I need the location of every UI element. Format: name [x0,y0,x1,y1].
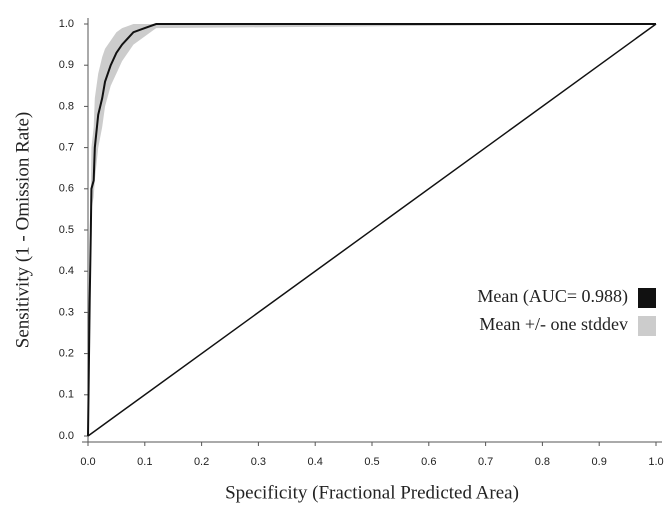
y-tick-label: 0.8 [59,100,74,112]
y-tick-label: 0.5 [59,224,74,236]
x-tick-label: 0.4 [308,456,323,468]
x-tick-label: 0.1 [137,456,152,468]
y-tick-label: 0.6 [59,183,74,195]
reference-line [87,23,657,437]
y-tick-label: 0.1 [59,389,74,401]
legend-swatch [638,288,656,308]
x-tick-label: 0.2 [194,456,209,468]
x-tick-label: 0.6 [421,456,436,468]
y-tick-label: 0.9 [59,59,74,71]
x-tick-label: 1.0 [648,456,663,468]
mean-line [87,23,656,437]
y-tick-label: 1.0 [59,18,74,30]
x-tick-label: 0.7 [478,456,493,468]
x-tick-label: 0.8 [535,456,550,468]
x-tick-label: 0.5 [364,456,379,468]
legend-label: Mean (AUC= 0.988) [477,286,628,307]
x-tick-label: 0.0 [80,456,95,468]
y-tick-label: 0.3 [59,306,74,318]
legend-swatch [638,316,656,336]
x-axis-label: Specificity (Fractional Predicted Area) [225,482,519,503]
y-tick-label: 0.0 [59,430,74,442]
y-axis-label: Sensitivity (1 - Omission Rate) [12,112,33,348]
x-tick-label: 0.9 [592,456,607,468]
y-tick-label: 0.2 [59,348,74,360]
y-tick-label: 0.7 [59,142,74,154]
x-tick-label: 0.3 [251,456,266,468]
y-tick-label: 0.4 [59,265,74,277]
legend-label: Mean +/- one stddev [479,314,628,334]
